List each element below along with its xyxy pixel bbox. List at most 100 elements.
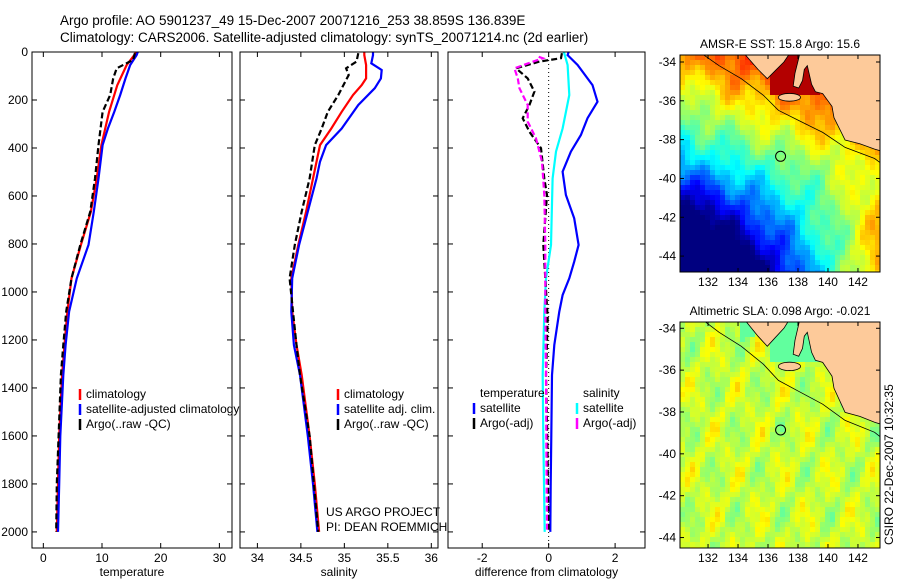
map-cell (730, 120, 735, 125)
map-cell (730, 140, 735, 145)
map-cell (865, 260, 870, 265)
map-cell (690, 155, 695, 160)
map-cell (725, 230, 730, 235)
map-cell (750, 502, 755, 507)
map-cell (750, 225, 755, 230)
series-satellite-adj-clim- (290, 52, 383, 533)
map-cell (745, 322, 750, 327)
map-cell (870, 195, 875, 200)
map-cell (820, 467, 825, 472)
map-cell (740, 337, 745, 342)
map-cell (720, 230, 725, 235)
map-cell (710, 417, 715, 422)
map-cell (705, 532, 710, 537)
map-cell (680, 165, 685, 170)
plot-frame (447, 51, 646, 549)
map-cell (830, 270, 835, 272)
map-cell (730, 372, 735, 377)
map-cell (790, 110, 795, 115)
map-cell (720, 387, 725, 392)
map-cell (870, 185, 875, 190)
map-cell (745, 402, 750, 407)
map-cell (800, 442, 805, 447)
map-cell (800, 427, 805, 432)
map-cell (810, 412, 815, 417)
map-cell (695, 377, 700, 382)
figure-title-line1: Argo profile: AO 5901237_49 15-Dec-2007 … (60, 13, 525, 28)
map-cell (740, 220, 745, 225)
map-cell (805, 100, 810, 105)
map-cell (735, 250, 740, 255)
series-temperature-argo-adj- (513, 53, 563, 532)
map-cell (765, 80, 770, 85)
shelf-contour (703, 55, 880, 164)
map-cell (735, 145, 740, 150)
map-cell (695, 397, 700, 402)
map-cell (750, 497, 755, 502)
map-cell (760, 367, 765, 372)
map-cell (695, 155, 700, 160)
map-cell (710, 180, 715, 185)
map-cell (800, 377, 805, 382)
map-cell (735, 180, 740, 185)
map-cell (755, 482, 760, 487)
map-cell (685, 170, 690, 175)
map-cell (770, 467, 775, 472)
map-cell (825, 125, 830, 130)
map-cell (760, 357, 765, 362)
map-cell (760, 95, 765, 100)
map-cell (815, 377, 820, 382)
map-cell (820, 537, 825, 542)
map-cell (750, 357, 755, 362)
map-cell (685, 95, 690, 100)
map-cell (690, 240, 695, 245)
map-cell (715, 180, 720, 185)
map-cell (810, 180, 815, 185)
map-cell (755, 337, 760, 342)
map-cell (715, 195, 720, 200)
map-cell (790, 442, 795, 447)
map-cell (780, 135, 785, 140)
map-cell (705, 392, 710, 397)
map-cell (820, 115, 825, 120)
map-cell (790, 200, 795, 205)
map-cell (760, 200, 765, 205)
map-cell (740, 472, 745, 477)
argo-location-marker (775, 150, 787, 162)
map-cell (745, 205, 750, 210)
map-cell (830, 165, 835, 170)
map-cell (850, 542, 855, 547)
map-cell (680, 75, 685, 80)
map-cell (840, 427, 845, 432)
map-cell (720, 80, 725, 85)
map-cell (735, 230, 740, 235)
lon-tick-label: 132 (698, 275, 718, 289)
map-cell (730, 230, 735, 235)
map-cell (705, 190, 710, 195)
map-cell (855, 185, 860, 190)
map-cell (690, 90, 695, 95)
timestamp-stamp: CSIRO 22-Dec-2007 10:32:35 (882, 384, 896, 545)
map-cell (820, 120, 825, 125)
map-cell (695, 482, 700, 487)
map-cell (715, 265, 720, 270)
map-cell (770, 195, 775, 200)
map-cell (845, 205, 850, 210)
map-cell (860, 467, 865, 472)
map-cell (785, 382, 790, 387)
map-cell (805, 452, 810, 457)
map-cell (850, 245, 855, 250)
map-cell (725, 362, 730, 367)
map-cell (710, 250, 715, 255)
map-cell (705, 327, 710, 332)
map-cell (875, 502, 880, 507)
map-cell (775, 180, 780, 185)
map-cell (770, 407, 775, 412)
map-cell (830, 175, 835, 180)
map-cell (685, 427, 690, 432)
map-cell (695, 175, 700, 180)
map-cell (695, 507, 700, 512)
map-cell (805, 165, 810, 170)
map-cell (800, 382, 805, 387)
map-cell (730, 240, 735, 245)
